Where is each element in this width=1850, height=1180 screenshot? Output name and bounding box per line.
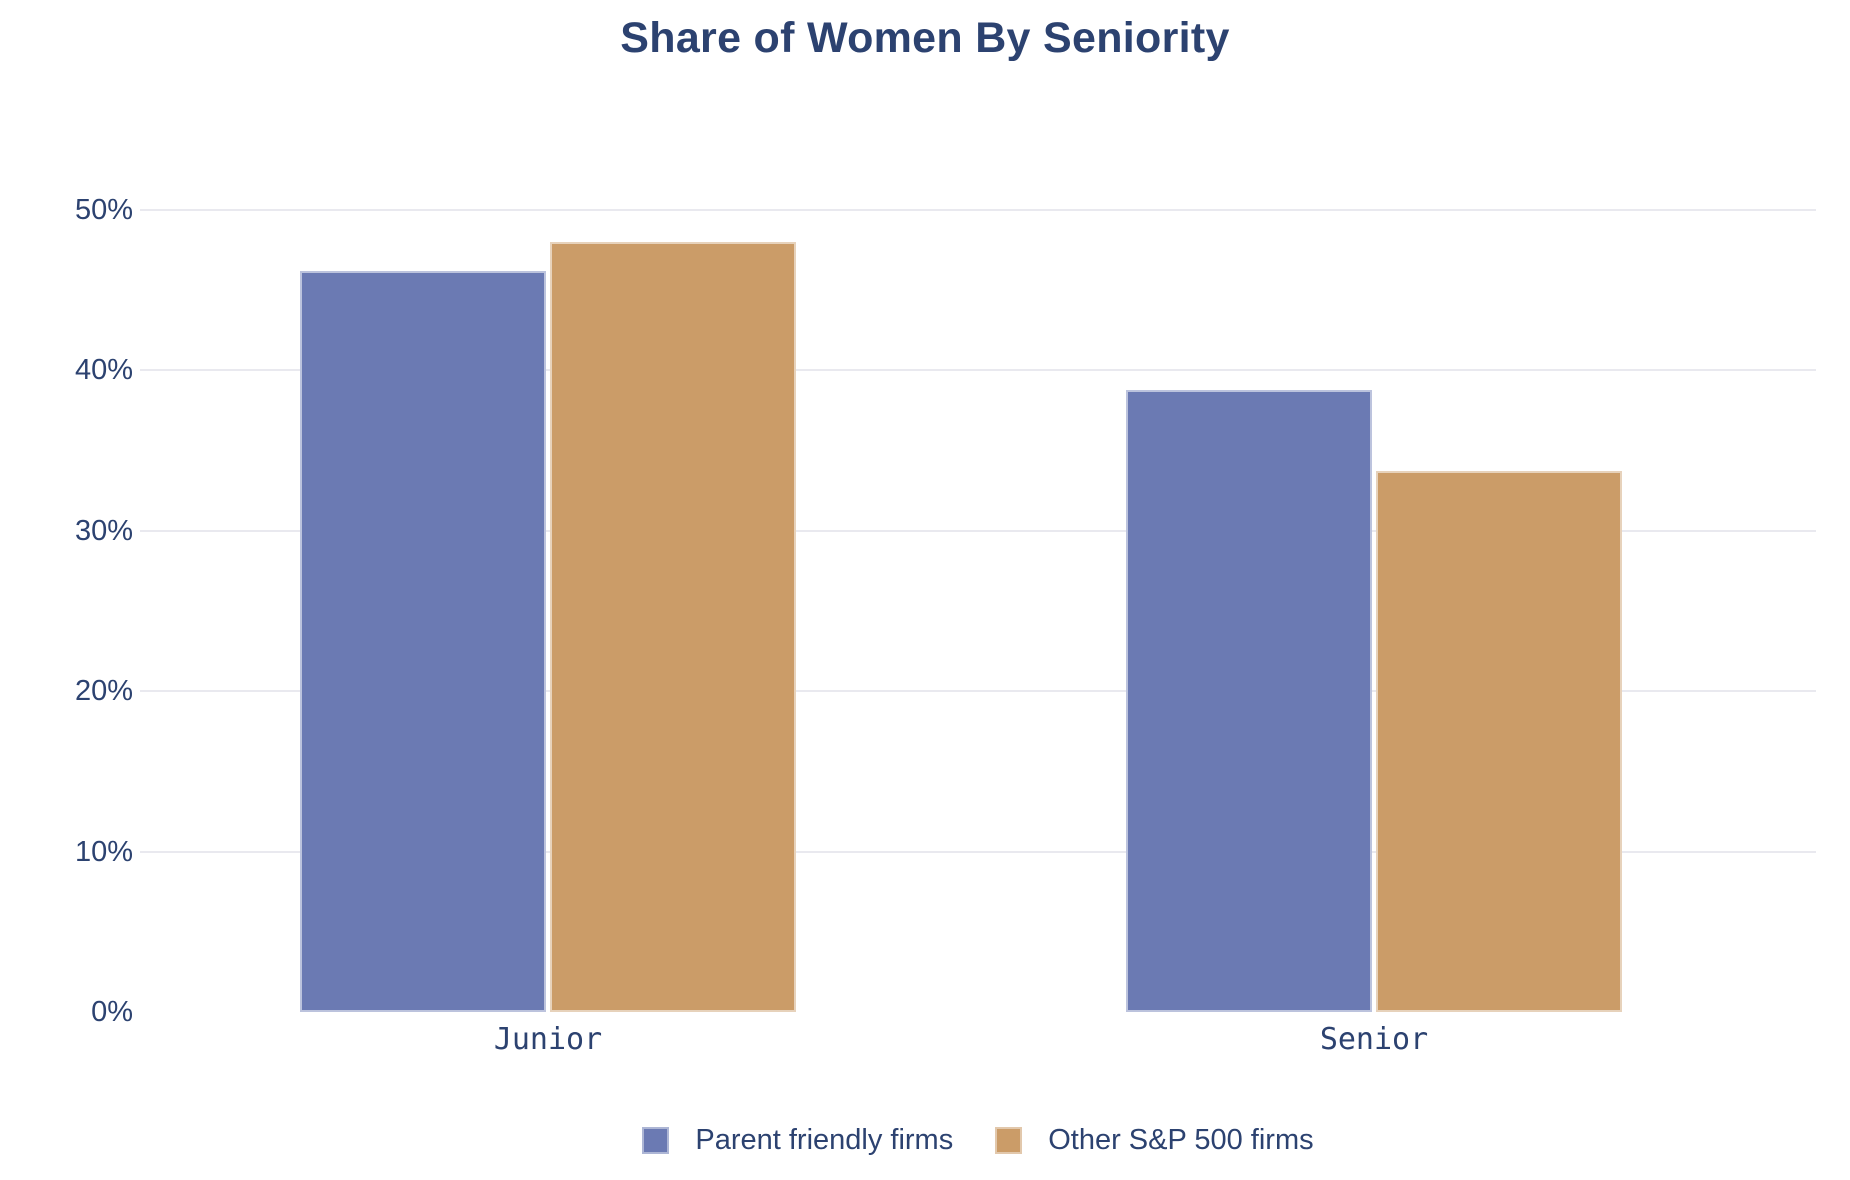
legend-label-parent-friendly-firms: Parent friendly firms [695, 1124, 954, 1156]
gridline-20 [140, 690, 1816, 693]
legend-item-other-sp500-firms[interactable]: Other S&P 500 firms [995, 1124, 1314, 1157]
gridline-10 [140, 850, 1816, 853]
bar-senior-parent-friendly-firms [1126, 390, 1372, 1012]
gridline-30 [140, 529, 1816, 532]
legend: Parent friendly firms Other S&P 500 firm… [140, 1124, 1816, 1157]
bar-junior-other-s-p-500-firms [550, 242, 796, 1012]
legend-swatch-other-sp500-firms [995, 1127, 1023, 1154]
x-axis-category-label-junior: Junior [493, 1022, 603, 1057]
legend-swatch-parent-friendly-firms [642, 1127, 670, 1154]
x-axis-category-label-senior: Senior [1319, 1022, 1429, 1057]
legend-item-parent-friendly-firms[interactable]: Parent friendly firms [642, 1124, 953, 1157]
y-axis-tick-label-10: 10% [74, 835, 133, 868]
y-axis-tick-label-0: 0% [91, 996, 133, 1028]
y-axis-tick-label-30: 30% [74, 514, 133, 547]
y-axis-tick-label-50: 50% [74, 194, 133, 226]
chart-title: Share of Women By Seniority [620, 14, 1230, 62]
bar-junior-parent-friendly-firms [300, 271, 546, 1012]
y-axis-tick-label-20: 20% [74, 675, 133, 708]
y-axis-tick-label-40: 40% [74, 354, 133, 387]
gridline-40 [140, 369, 1816, 372]
legend-label-other-sp500-firms: Other S&P 500 firms [1048, 1124, 1314, 1156]
bar-senior-other-s-p-500-firms [1376, 471, 1622, 1012]
gridline-50 [140, 209, 1816, 211]
